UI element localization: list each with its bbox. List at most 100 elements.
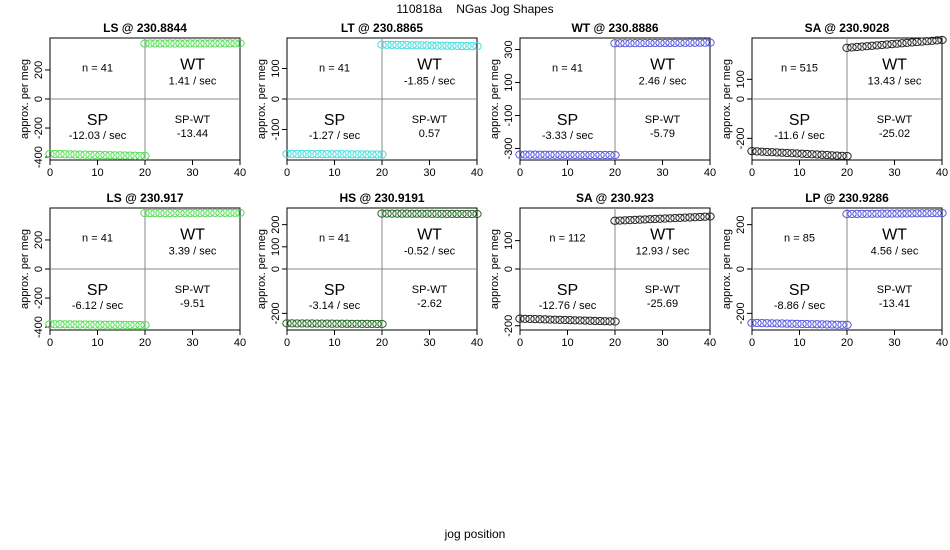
sp-point <box>802 149 812 159</box>
sp-point <box>327 319 337 328</box>
sp-point <box>100 320 110 329</box>
x-tick-label: 30 <box>186 337 198 349</box>
sp-point <box>787 319 797 328</box>
x-tick-label: 20 <box>139 337 151 349</box>
x-tick-label: 40 <box>936 167 948 179</box>
sp-point <box>342 150 352 159</box>
wt-point <box>857 42 867 51</box>
n-count: n = 41 <box>319 232 350 244</box>
x-tick-label: 40 <box>936 337 948 349</box>
panel-title: SA @ 230.9028 <box>805 21 890 35</box>
wt-point <box>872 209 882 218</box>
x-tick-label: 10 <box>793 337 805 349</box>
sp-point <box>605 150 615 160</box>
sp-point <box>812 320 822 329</box>
sp-point <box>312 319 322 328</box>
wt-point <box>387 209 397 218</box>
wt-point <box>185 39 195 48</box>
sp-point <box>307 319 317 328</box>
wt-point <box>660 214 670 223</box>
wt-point <box>190 39 200 48</box>
sp-rate: -3.33 / sec <box>542 130 594 142</box>
wt-point <box>872 41 882 50</box>
wt-point <box>377 209 387 218</box>
sp-point <box>85 320 95 329</box>
wt-point <box>932 36 942 45</box>
wt-point <box>165 208 175 218</box>
y-axis-label: approx. per meg <box>721 229 733 309</box>
wt-point <box>195 208 205 218</box>
sp-label: SP <box>789 282 810 299</box>
sp-point <box>352 319 362 328</box>
wt-point <box>630 215 640 224</box>
sp-point <box>105 320 115 329</box>
x-tick-label: 30 <box>423 337 435 349</box>
sp-point <box>822 320 832 329</box>
wt-point <box>225 39 235 48</box>
wt-point <box>427 41 437 50</box>
x-tick-label: 20 <box>841 167 853 179</box>
wt-point <box>215 39 225 48</box>
wt-point <box>700 212 710 221</box>
sp-point <box>535 150 545 159</box>
wt-point <box>150 39 160 48</box>
sp-label: SP <box>324 282 345 299</box>
wt-point <box>160 208 170 218</box>
wt-point <box>175 208 185 218</box>
sp-point <box>70 320 80 329</box>
wt-point <box>882 40 892 49</box>
sp-point <box>367 319 377 329</box>
y-tick-label: 100 <box>270 59 282 77</box>
sp-point <box>520 314 530 323</box>
wt-point <box>700 38 710 47</box>
diff-label: SP-WT <box>645 284 681 296</box>
y-axis-label: approx. per meg <box>489 229 501 309</box>
x-tick-label: 10 <box>91 167 103 179</box>
panel-1: LS @ 230.8844 0 10 20 30 40 -400 -200 0 200approx… <box>19 21 246 179</box>
wt-label: WT <box>882 57 907 74</box>
panel-title: LS @ 230.917 <box>106 191 183 205</box>
sp-point <box>817 150 827 159</box>
wt-point <box>615 39 625 48</box>
wt-point <box>685 213 695 222</box>
y-tick-label: -200 <box>735 302 747 324</box>
sp-point <box>752 318 762 328</box>
sp-label: SP <box>324 112 345 129</box>
sp-point <box>832 320 842 329</box>
wt-point <box>392 209 402 218</box>
x-tick-label: 20 <box>376 337 388 349</box>
wt-point <box>452 41 462 51</box>
sp-point <box>65 150 75 159</box>
wt-point <box>877 209 887 218</box>
sp-point <box>837 320 847 329</box>
sp-point <box>605 317 615 326</box>
sp-point <box>595 150 605 160</box>
sp-point <box>337 150 347 159</box>
wt-point <box>402 41 412 50</box>
x-tick-label: 40 <box>471 337 483 349</box>
wt-point <box>675 213 685 222</box>
sp-point <box>565 316 575 325</box>
wt-point <box>200 39 210 48</box>
sp-point <box>105 151 115 160</box>
wt-point <box>230 39 240 48</box>
x-tick-label: 40 <box>234 167 246 179</box>
wt-point <box>877 40 887 50</box>
wt-point <box>382 40 392 49</box>
sp-point <box>807 320 817 329</box>
wt-point <box>150 208 160 218</box>
wt-label: WT <box>417 227 442 244</box>
wt-point <box>897 209 907 218</box>
diff-value: -2.62 <box>417 298 442 310</box>
diff-value: 0.57 <box>419 128 440 140</box>
x-tick-label: 30 <box>656 337 668 349</box>
sp-point <box>377 150 387 159</box>
sp-point <box>752 147 762 156</box>
sp-point <box>50 320 60 329</box>
n-count: n = 41 <box>82 232 113 244</box>
wt-rate: -1.85 / sec <box>404 76 456 88</box>
wt-point <box>645 38 655 48</box>
wt-point <box>180 39 190 48</box>
x-tick-label: 40 <box>704 167 716 179</box>
sp-point <box>372 150 382 159</box>
